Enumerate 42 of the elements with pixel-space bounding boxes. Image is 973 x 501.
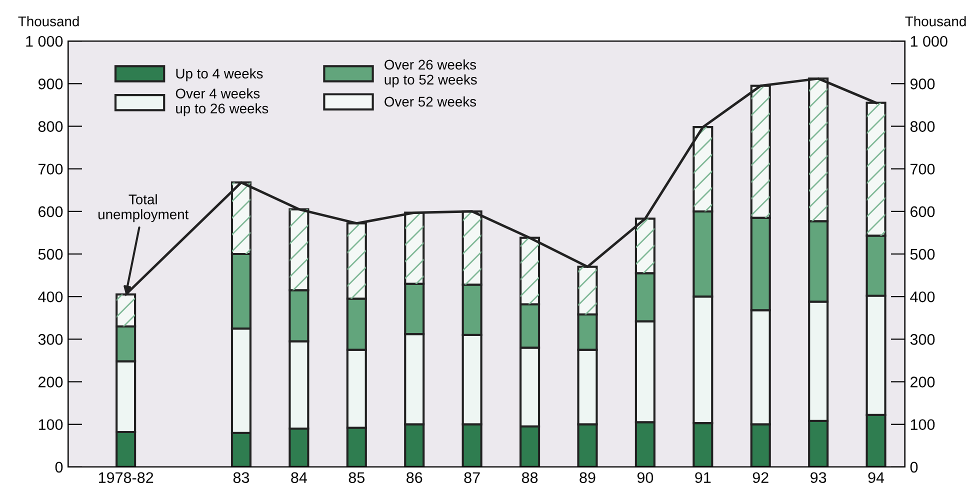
y2-tick-label: 200	[910, 376, 935, 388]
y2-tick-label: 1 000	[910, 36, 948, 47]
y-tick-label: 0	[55, 462, 63, 473]
y-tick-label: 1 000	[26, 36, 63, 47]
y2-tick-label: 800	[910, 121, 935, 132]
y2-tick-label: 0	[910, 462, 918, 473]
y-tick-label: 100	[38, 419, 63, 430]
legend-label: Over 4 weeks up to 26 weeks	[176, 88, 268, 116]
y-tick-label: 400	[38, 291, 63, 302]
y2-axis-title: Thousand	[905, 16, 966, 26]
legend-label: Over 52 weeks	[384, 96, 476, 107]
y-axis-title: Thousand	[18, 16, 79, 26]
x-tick-label: 86	[406, 472, 422, 484]
x-tick-label: 93	[810, 472, 826, 484]
x-tick-label: 83	[233, 472, 250, 484]
y-tick-label: 600	[38, 206, 63, 218]
y2-tick-label: 100	[910, 419, 935, 430]
y2-tick-label: 400	[910, 291, 935, 302]
y2-tick-label: 900	[910, 78, 935, 90]
x-tick-label: 92	[752, 472, 768, 484]
x-tick-label: 85	[348, 472, 365, 484]
y-tick-label: 500	[38, 248, 63, 260]
y-tick-label: 700	[38, 164, 63, 175]
x-tick-label: 88	[522, 472, 538, 484]
x-tick-label: 1978-82	[98, 472, 154, 484]
y2-tick-label: 300	[910, 334, 935, 345]
x-tick-label: 84	[291, 472, 307, 484]
x-tick-label: 89	[580, 472, 596, 484]
y2-tick-label: 700	[910, 164, 935, 175]
legend-label: Up to 4 weeks	[176, 68, 263, 82]
annotation: Total unemployment	[98, 194, 189, 222]
y2-tick-label: 500	[910, 248, 935, 260]
legend-label: Over 26 weeks up to 52 weeks	[384, 59, 477, 88]
x-tick-label: 91	[695, 472, 711, 484]
y2-tick-label: 600	[910, 206, 935, 218]
y-tick-label: 900	[38, 78, 63, 90]
y-tick-label: 800	[38, 121, 63, 132]
x-tick-label: 87	[464, 472, 480, 484]
x-tick-label: 94	[868, 472, 884, 484]
y-tick-label: 200	[38, 376, 63, 388]
y-tick-label: 300	[38, 334, 63, 345]
x-tick-label: 90	[637, 472, 654, 484]
